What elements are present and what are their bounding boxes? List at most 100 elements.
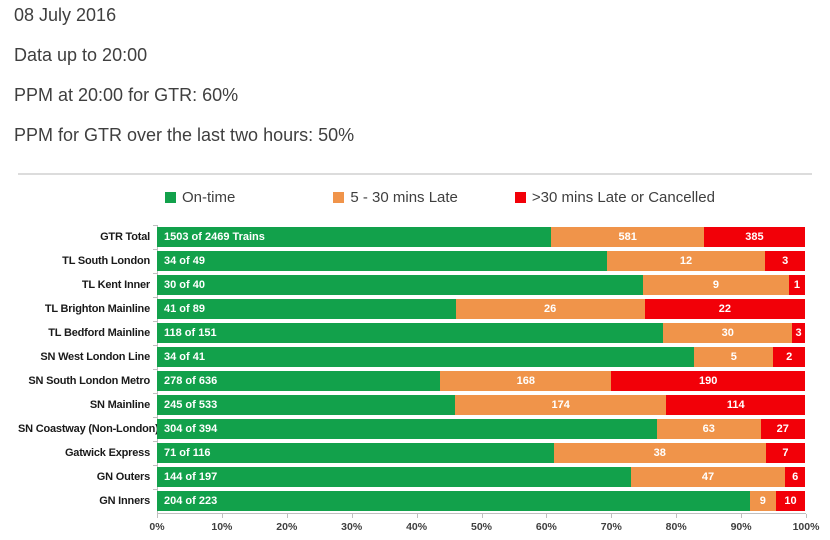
on-time-segment: 204 of 223: [157, 491, 750, 511]
x-axis-tick-label: 90%: [730, 521, 752, 533]
report-date: 08 July 2016: [14, 5, 117, 25]
segment-value: 278 of 636: [164, 375, 218, 387]
late-5-30-segment: 5: [694, 347, 774, 367]
bar-track: 118 of 151 30 3: [157, 323, 805, 343]
late-5-30-segment: 47: [630, 467, 786, 487]
late-30-or-cancelled-segment: 190: [611, 371, 805, 391]
late-30-or-cancelled-segment: 385: [703, 227, 805, 247]
category-label: Gatwick Express: [64, 447, 150, 459]
bar-track: 71 of 116 38 7: [157, 443, 805, 463]
category-label: SN South London Metro: [28, 375, 150, 387]
bar-track: 278 of 636 168 190: [157, 371, 805, 391]
ppm-current-line: PPM at 20:00 for GTR: 60%: [14, 85, 239, 105]
segment-value: 47: [701, 471, 715, 483]
segment-value: 26: [544, 303, 557, 315]
segment-value: 2: [786, 351, 793, 363]
x-axis-tick-label: 10%: [211, 521, 233, 533]
on-time-segment: 304 of 394: [157, 419, 657, 439]
category-label: TL South London: [62, 255, 150, 267]
bar-track: 30 of 40 9 1: [157, 275, 805, 295]
x-axis-tick: [351, 514, 353, 518]
late-5-30-segment: 9: [749, 491, 776, 511]
chart-row: Gatwick Express 71 of 116 38 7: [18, 440, 812, 465]
category-label: TL Bedford Mainline: [48, 327, 150, 339]
chart-row: SN West London Line 34 of 41 5 2: [18, 344, 812, 369]
segment-value: 118 of 151: [164, 327, 217, 339]
chart-row: TL South London 34 of 49 12 3: [18, 248, 812, 273]
category-label: TL Kent Inner: [81, 279, 150, 291]
segment-value: 3: [795, 327, 802, 339]
segment-value: 174: [551, 399, 570, 411]
late-5-30-segment: 26: [455, 299, 645, 319]
x-axis-tick: [481, 514, 483, 518]
on-time-swatch-icon: [165, 191, 176, 203]
x-axis-tick: [416, 514, 418, 518]
bar-track: 41 of 89 26 22: [157, 299, 805, 319]
category-label: SN West London Line: [40, 351, 150, 363]
on-time-segment: 144 of 197: [157, 467, 631, 487]
legend-label: 5 - 30 mins Late: [350, 188, 458, 206]
ppm-two-hours-line: PPM for GTR over the last two hours: 50%: [14, 125, 355, 145]
late-30-or-cancelled-segment: 22: [644, 299, 805, 319]
late-30-or-cancelled-segment: 3: [792, 323, 805, 343]
category-label: GN Inners: [99, 495, 150, 507]
segment-value: 304 of 394: [164, 423, 218, 435]
on-time-segment: 71 of 116: [157, 443, 554, 463]
x-axis-tick: [286, 514, 288, 518]
x-axis-tick: [806, 514, 807, 518]
late-5-30-segment: 9: [643, 275, 789, 295]
chart-row: SN Coastway (Non-London) 304 of 394 63 27: [18, 416, 812, 441]
x-axis-tick-label: 0%: [149, 521, 165, 533]
late-30-or-cancelled-segment: 10: [775, 491, 805, 511]
late-30-or-cancelled-swatch-icon: [514, 191, 526, 203]
late-5-30-segment: 168: [440, 371, 612, 391]
late-30-or-cancelled-segment: 27: [760, 419, 805, 439]
chart-row: GTR Total 1503 of 2469 Trains 581 385: [18, 224, 812, 249]
late-5-30-segment: 63: [656, 419, 761, 439]
bar-track: 204 of 223 9 10: [157, 491, 805, 511]
on-time-segment: 30 of 40: [157, 275, 643, 295]
segment-value: 10: [784, 495, 797, 507]
legend-label: On-time: [182, 188, 236, 206]
ppm-stacked-bar-chart: On-time 5 - 30 mins Late >30 mins Late or …: [18, 173, 819, 540]
x-axis-tick-label: 100%: [792, 521, 820, 533]
segment-value: 30 of 40: [164, 279, 205, 291]
segment-value: 71 of 116: [164, 447, 211, 459]
late-5-30-segment: 30: [663, 323, 793, 343]
legend-item-late-30-or-cancelled: >30 mins Late or Cancelled: [514, 189, 715, 206]
chart-row: GN Outers 144 of 197 47 6: [18, 464, 812, 489]
segment-value: 12: [679, 255, 693, 267]
segment-value: 38: [653, 447, 666, 459]
segment-value: 3: [782, 255, 789, 267]
segment-value: 5: [730, 351, 737, 363]
late-30-or-cancelled-segment: 114: [666, 395, 805, 415]
legend-item-late-5-30: 5 - 30 mins Late: [333, 189, 458, 206]
late-30-or-cancelled-segment: 6: [785, 467, 805, 487]
report-header: 08 July 2016 Data up to 20:00 PPM at 20:…: [0, 0, 830, 145]
segment-value: 27: [776, 423, 789, 435]
segment-value: 581: [618, 231, 637, 243]
late-5-30-segment: 581: [551, 227, 704, 247]
on-time-segment: 245 of 533: [157, 395, 455, 415]
late-30-or-cancelled-segment: 3: [765, 251, 805, 271]
on-time-segment: 34 of 41: [157, 347, 695, 367]
bar-track: 1503 of 2469 Trains 581 385: [157, 227, 805, 247]
bar-track: 304 of 394 63 27: [157, 419, 805, 439]
x-axis-tick: [611, 514, 613, 518]
category-label: SN Mainline: [89, 399, 150, 411]
segment-value: 144 of 197: [164, 471, 218, 483]
on-time-segment: 34 of 49: [157, 251, 607, 271]
late-5-30-segment: 38: [553, 443, 766, 463]
on-time-segment: 118 of 151: [157, 323, 664, 343]
chart-row: TL Brighton Mainline 41 of 89 26 22: [18, 296, 812, 321]
chart-row: GN Inners 204 of 223 9 10: [18, 488, 812, 513]
on-time-segment: 41 of 89: [157, 299, 456, 319]
late-5-30-swatch-icon: [333, 191, 345, 203]
on-time-segment: 278 of 636: [157, 371, 441, 391]
category-label: GN Outers: [96, 471, 150, 483]
x-axis-tick-label: 30%: [341, 521, 363, 533]
data-up-to-line: Data up to 20:00: [14, 45, 148, 65]
on-time-segment: 1503 of 2469 Trains: [157, 227, 552, 247]
segment-value: 34 of 49: [164, 255, 205, 267]
x-axis-tick: [221, 514, 223, 518]
